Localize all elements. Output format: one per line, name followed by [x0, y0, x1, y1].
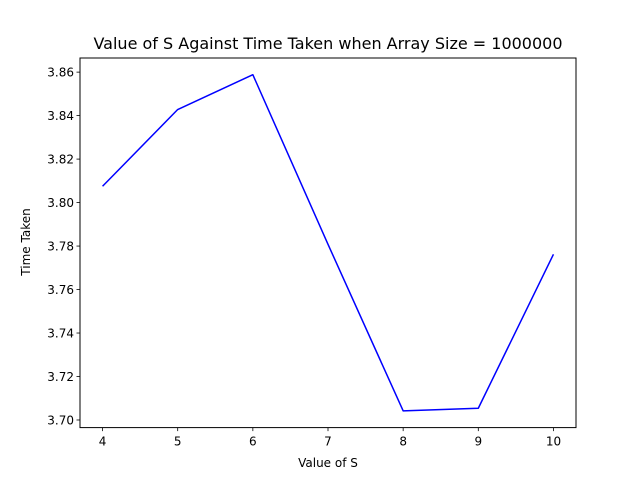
- y-tick-label: 3.74: [47, 326, 74, 340]
- x-tick-label: 10: [546, 435, 561, 449]
- x-tick-label: 9: [474, 435, 482, 449]
- x-tick-label: 6: [249, 435, 257, 449]
- chart-title: Value of S Against Time Taken when Array…: [93, 34, 562, 53]
- y-tick-label: 3.76: [47, 283, 74, 297]
- y-tick-label: 3.70: [47, 413, 74, 427]
- x-tick-label: 5: [174, 435, 182, 449]
- x-tick-label: 8: [399, 435, 407, 449]
- x-tick-label: 4: [99, 435, 107, 449]
- y-axis-label: Time Taken: [19, 208, 33, 276]
- y-tick-label: 3.78: [47, 239, 74, 253]
- y-tick-label: 3.82: [47, 152, 74, 166]
- x-axis: 4 5 6 7 8 9 10: [99, 427, 561, 449]
- y-tick-label: 3.86: [47, 65, 74, 79]
- y-tick-label: 3.80: [47, 196, 74, 210]
- y-axis: 3.70 3.72 3.74 3.76 3.78 3.80 3.82 3.84 3.86: [47, 65, 80, 427]
- y-tick-label: 3.72: [47, 370, 74, 384]
- y-tick-label: 3.84: [47, 109, 74, 123]
- x-tick-label: 7: [324, 435, 332, 449]
- plot-area: [102, 73, 555, 412]
- x-axis-label: Value of S: [298, 456, 358, 470]
- series-line-0: [102, 73, 555, 412]
